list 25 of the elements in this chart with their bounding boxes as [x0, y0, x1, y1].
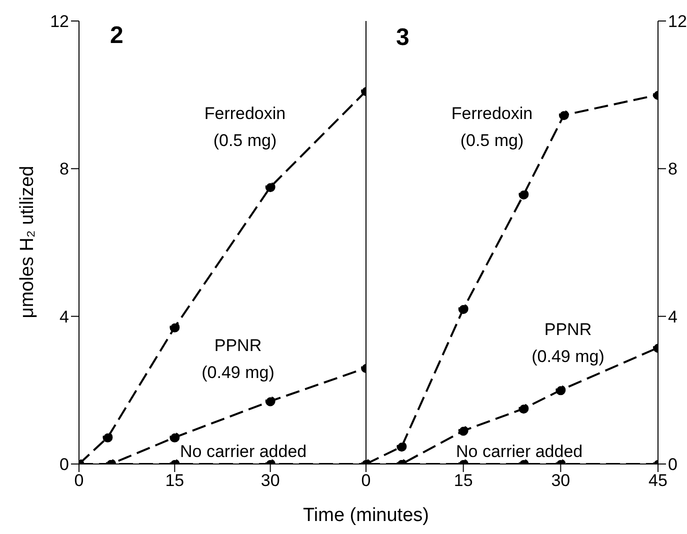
y-tick-label: 12 [668, 12, 687, 32]
y-tick-label: 8 [668, 160, 678, 179]
x-tick-label: 15 [454, 471, 473, 490]
y-axis-title: μmoles H₂ utilized [17, 166, 39, 318]
x-tick-label: 15 [165, 471, 184, 490]
chart-title: 2 [110, 22, 124, 50]
series-label: No carrier added [456, 441, 584, 463]
x-tick-label: 30 [260, 471, 280, 490]
x-tick-label: 45 [648, 471, 668, 490]
y-tick-label: 4 [668, 307, 678, 326]
series-label: No carrier added [180, 441, 308, 463]
x-tick-label: 0 [74, 471, 84, 490]
x-tick-label: 30 [551, 471, 570, 490]
y-tick-label: 0 [60, 455, 69, 474]
x-axis-title: Time (minutes) [303, 505, 429, 527]
series-label: PPNR (0.49 mg) [200, 335, 276, 384]
chart-title: 3 [396, 24, 410, 52]
y-tick-label: 4 [60, 307, 69, 326]
series-label: Ferredoxin (0.5 mg) [450, 103, 534, 152]
series-label: Ferredoxin (0.5 mg) [203, 103, 287, 152]
x-tick-label: 0 [361, 471, 371, 490]
y-tick-label: 0 [668, 455, 678, 474]
series-label: PPNR (0.49 mg) [530, 319, 606, 368]
y-tick-label: 8 [60, 160, 69, 179]
y-tick-label: 12 [50, 12, 69, 32]
